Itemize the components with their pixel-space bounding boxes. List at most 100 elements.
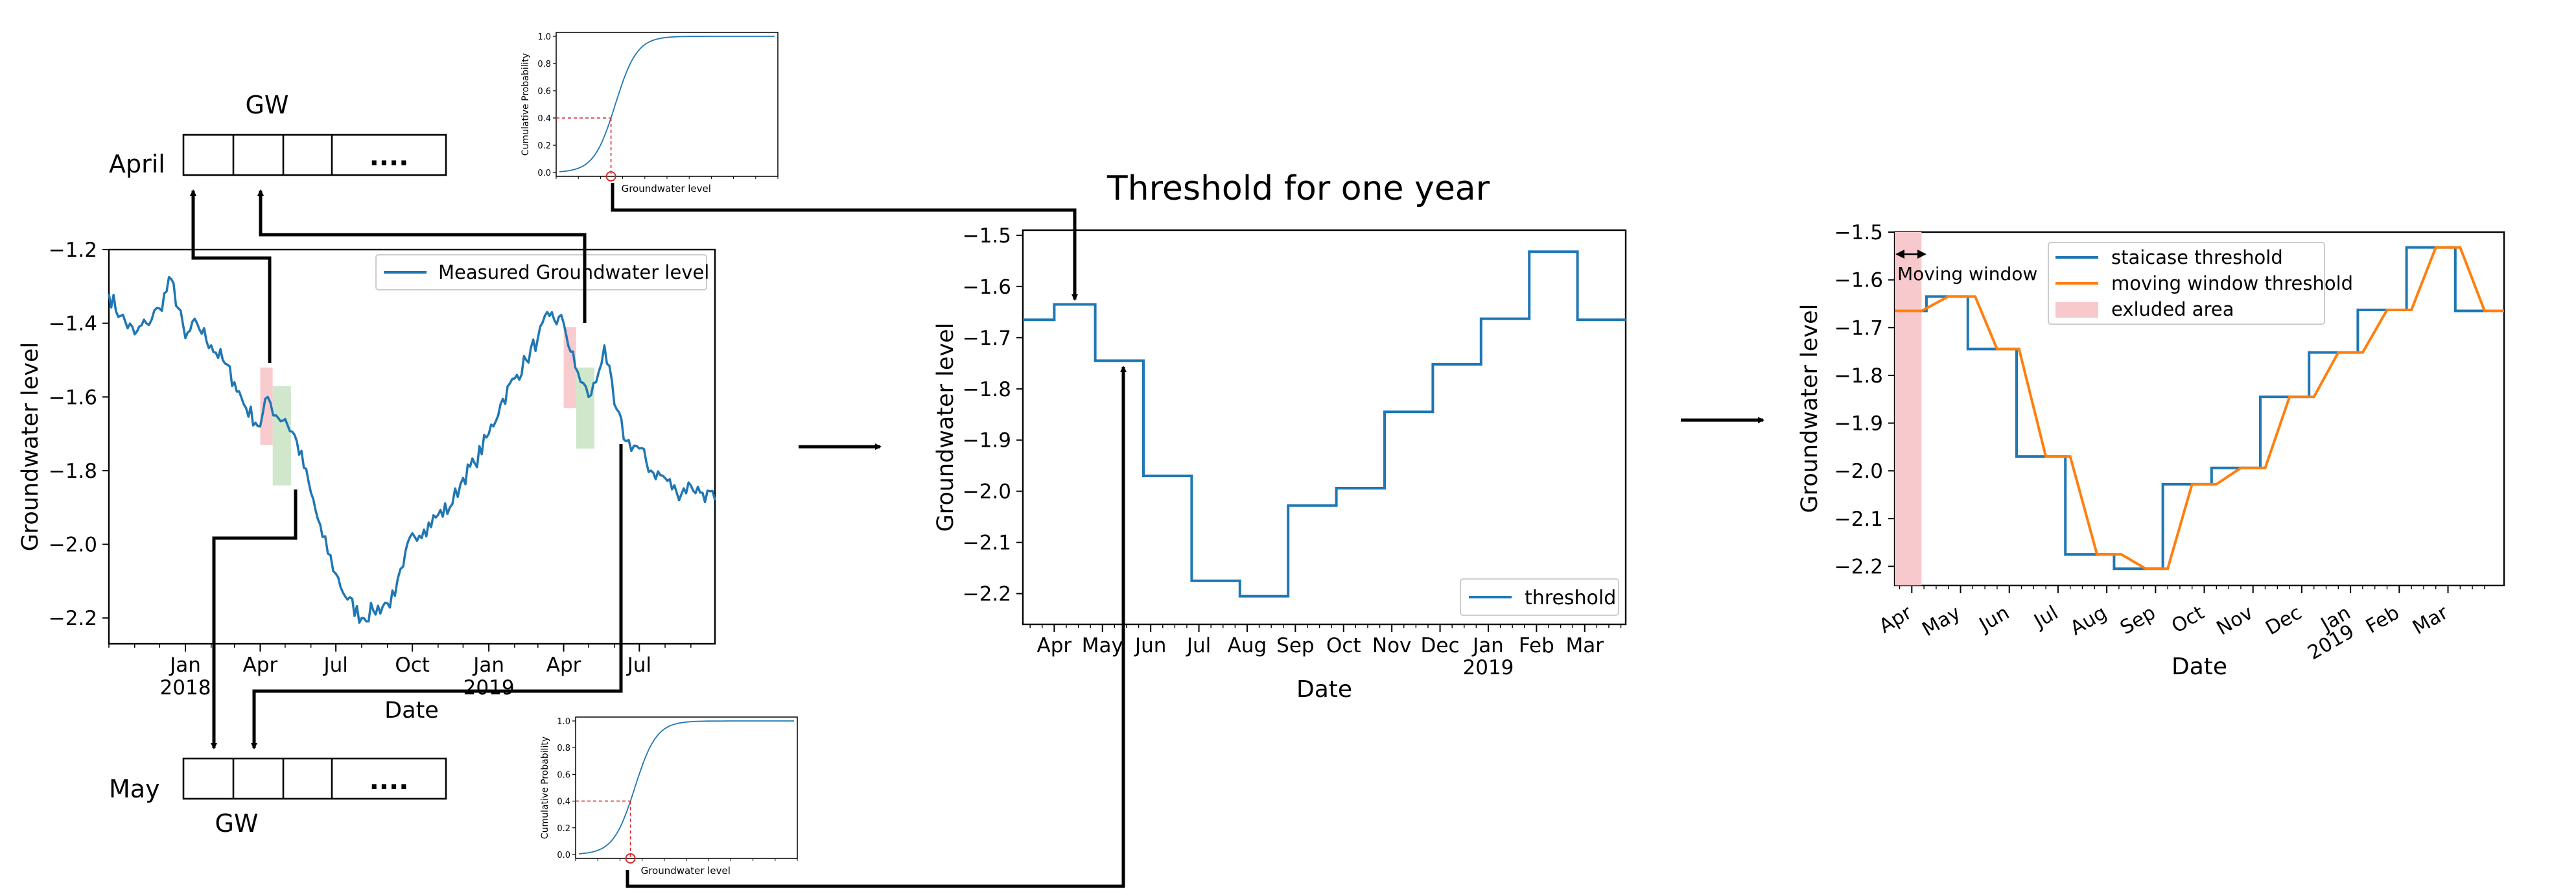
x-tick-label: Jul (2029, 602, 2062, 633)
cdf-y-axis-label: Cumulative Probability (521, 53, 531, 156)
x-axis-label: Date (1296, 676, 1352, 703)
cdf-curve (578, 720, 794, 855)
x-tick-label: Jul (1186, 634, 1211, 657)
legend-label: exluded area (2111, 298, 2234, 320)
y-tick-label: −2.0 (963, 480, 1011, 504)
legend-label: moving window threshold (2111, 272, 2353, 294)
y-tick-label: −2.0 (49, 534, 97, 557)
y-axis-ticks: −2.2 −2.1 −2.0 −1.9 −1.8 −1.7 −1.6 −1.5 (963, 224, 1023, 606)
y-axis-label: Groundwater level (1797, 304, 1823, 513)
series-line-measured-groundwater (108, 276, 716, 624)
window-arrow (1895, 250, 1926, 259)
y-tick-label: −1.5 (963, 224, 1011, 248)
y-tick-label: −2.0 (1834, 460, 1883, 483)
cdf-y-tick-label: 0.6 (557, 770, 570, 780)
april-label: April (109, 150, 165, 178)
excluded-area-band (1895, 232, 1922, 585)
x-tick-label: Dec (2262, 602, 2306, 640)
gw-label-bottom: GW (215, 809, 258, 838)
x-tick-label: Feb (1519, 634, 1554, 657)
series-lines (1023, 250, 1626, 598)
cdf-frame (575, 716, 798, 859)
x-tick-label: Jan (472, 654, 504, 677)
y-tick-label: −1.2 (49, 239, 97, 262)
y-tick-label: −1.4 (49, 312, 97, 336)
cdf-y-tick-label: 0.0 (537, 169, 551, 178)
x-tick-label: Jul (626, 654, 651, 677)
x-tick-label: Aug (1228, 634, 1267, 657)
chart-axes-frame (108, 248, 716, 645)
x-axis-label: Date (384, 698, 439, 724)
cdf-y-tick-label: 0.8 (557, 744, 570, 753)
series-lines (1895, 246, 2504, 571)
y-tick-label: −2.2 (963, 583, 1011, 606)
cdf-curve (559, 36, 775, 172)
cdf-y-tick-label: 0.4 (537, 114, 551, 124)
chart-title: Threshold for one year (1107, 169, 1490, 208)
array-ellipsis: .... (369, 142, 409, 172)
x-tick-label-year: 2019 (463, 676, 515, 700)
arrow-cdf1-to-threshold (611, 183, 1078, 301)
x-tick-label: Dec (1421, 634, 1460, 657)
cdf-frame (556, 32, 779, 177)
series-line-threshold (1023, 250, 1626, 598)
cdf-inset-may: 0.0 0.2 0.4 0.6 0.8 1.0 Groundwater level Cumul… (540, 716, 798, 877)
y-tick-label: −2.2 (1834, 556, 1883, 579)
legend: staicase threshold moving window thresho… (2048, 242, 2353, 325)
selected-window (272, 386, 291, 486)
excluded-area (1895, 232, 1922, 585)
chart-axes-frame (1022, 229, 1627, 626)
x-tick-label: Feb (2362, 602, 2404, 639)
arrow-to-may-2 (251, 444, 623, 749)
may-label: May (109, 775, 160, 803)
window-highlights (260, 327, 595, 486)
legend-label: staicase threshold (2111, 246, 2283, 268)
cdf-y-tick-label: 0.6 (537, 87, 551, 97)
series-line-moving-window-threshold (1895, 246, 2504, 571)
cdf-inset-april: 0.0 0.2 0.4 0.6 0.8 1.0 Groundwater level Cumul… (521, 32, 779, 195)
gw-label-top: GW (245, 91, 288, 119)
legend-label: threshold (1525, 587, 1616, 609)
x-tick-label: Oct (1326, 634, 1361, 657)
cdf-threshold-marker (605, 171, 616, 182)
array-ellipsis: .... (369, 766, 409, 796)
x-tick-label: Jun (1974, 602, 2013, 637)
cdf-y-tick-label: 0.2 (537, 141, 551, 151)
y-tick-label: −1.9 (963, 429, 1011, 453)
y-tick-label: −1.6 (49, 386, 97, 409)
excluded-window (563, 327, 576, 408)
x-tick-label: Apr (243, 654, 278, 677)
arrow-to-april-2 (257, 189, 587, 323)
arrow-cdf2-to-threshold (626, 366, 1127, 888)
y-tick-label: −1.5 (1834, 221, 1883, 244)
cdf-y-tick-label: 1.0 (537, 32, 551, 42)
x-tick-label-year: 2019 (1463, 656, 1514, 679)
y-tick-label: −1.6 (1834, 269, 1883, 292)
x-tick-label: Mar (1566, 634, 1604, 657)
legend: Measured Groundwater level (375, 254, 709, 290)
cdf-y-tick-label: 0.2 (557, 824, 570, 834)
x-tick-label: Jun (1134, 634, 1166, 657)
x-tick-label: Sep (1276, 634, 1314, 657)
x-tick-label: Oct (2168, 602, 2208, 638)
y-tick-label: −1.8 (963, 378, 1011, 401)
x-tick-label: Apr (1037, 634, 1072, 657)
y-tick-label: −2.1 (1834, 508, 1883, 531)
may-array: May .... GW (109, 757, 447, 838)
excluded-window (260, 367, 273, 445)
arrow-to-april-1 (190, 189, 272, 363)
y-axis-ticks: −2.2 −2.0 −1.8 −1.6 −1.4 −1.2 (49, 239, 109, 630)
april-array: GW April .... (109, 91, 447, 178)
connector-arrows (190, 183, 1764, 888)
y-tick-label: −1.6 (963, 276, 1011, 299)
x-tick-label: Oct (395, 654, 430, 677)
x-tick-label-year: 2018 (160, 676, 211, 700)
x-tick-label: Jan (1471, 634, 1504, 657)
x-axis-label: Date (2172, 654, 2227, 680)
cdf-x-axis-label: Groundwater level (641, 865, 731, 877)
y-tick-label: −2.2 (49, 607, 97, 630)
